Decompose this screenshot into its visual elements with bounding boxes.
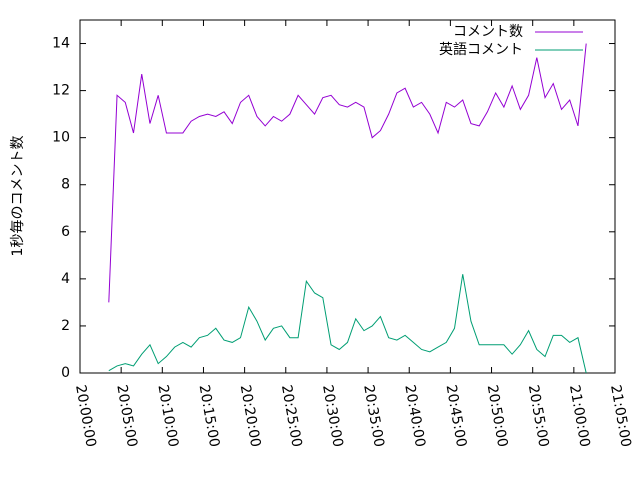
x-tick-label: 20:05:00 [113, 384, 140, 449]
y-tick-label: 2 [61, 318, 70, 334]
x-tick-label: 20:40:00 [401, 384, 428, 449]
plot-border [79, 19, 616, 374]
y-tick-label: 4 [61, 271, 70, 287]
y-tick-label: 6 [61, 224, 70, 240]
x-tick-label: 20:45:00 [443, 384, 470, 449]
legend-label: コメント数 [453, 24, 523, 40]
y-tick-label: 8 [61, 177, 70, 193]
y-tick-label: 10 [52, 130, 70, 146]
legend-label: 英語コメント [439, 41, 523, 58]
x-tick-label: 20:25:00 [278, 384, 305, 449]
y-tick-label: 14 [52, 36, 70, 52]
y-tick-label: 12 [52, 83, 70, 99]
y-axis-label: 1秒毎のコメント数 [10, 136, 26, 257]
series-line [108, 43, 587, 303]
x-tick-label: 20:00:00 [72, 384, 99, 449]
x-tick-label: 20:10:00 [154, 384, 181, 449]
x-tick-label: 20:55:00 [525, 384, 552, 449]
y-tick-label: 0 [61, 365, 70, 381]
x-tick-label: 20:15:00 [196, 384, 223, 449]
x-tick-label: 20:20:00 [237, 384, 264, 449]
x-tick-label: 21:05:00 [607, 384, 634, 449]
x-tick-label: 20:50:00 [484, 384, 511, 449]
series-line [108, 274, 587, 374]
x-tick-label: 20:35:00 [360, 384, 387, 449]
x-tick-label: 20:30:00 [319, 384, 346, 449]
x-tick-label: 21:00:00 [566, 384, 593, 449]
